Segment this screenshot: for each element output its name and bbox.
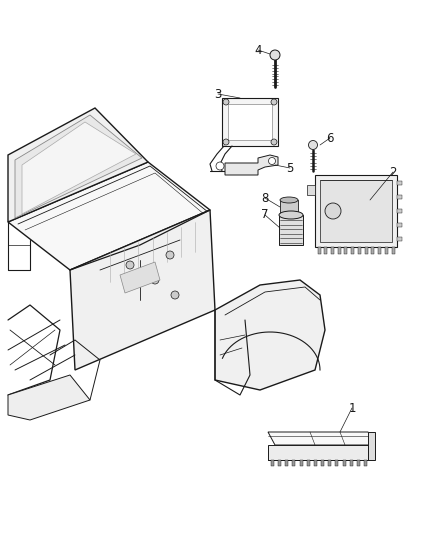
- Circle shape: [271, 139, 277, 145]
- Ellipse shape: [280, 197, 298, 203]
- Bar: [385, 247, 388, 254]
- Polygon shape: [228, 104, 272, 140]
- Bar: [397, 237, 402, 241]
- Bar: [324, 247, 327, 254]
- Bar: [338, 247, 341, 254]
- Bar: [351, 247, 354, 254]
- Bar: [285, 460, 288, 466]
- Circle shape: [223, 139, 229, 145]
- Polygon shape: [222, 98, 278, 146]
- Polygon shape: [279, 215, 303, 245]
- Bar: [397, 223, 402, 227]
- Bar: [314, 460, 317, 466]
- Polygon shape: [120, 262, 160, 293]
- Bar: [318, 247, 321, 254]
- Polygon shape: [268, 432, 375, 445]
- Polygon shape: [8, 375, 90, 420]
- Bar: [378, 247, 381, 254]
- Bar: [328, 460, 331, 466]
- Polygon shape: [368, 432, 375, 460]
- Polygon shape: [8, 162, 210, 270]
- Circle shape: [271, 99, 277, 105]
- Circle shape: [216, 162, 224, 170]
- Circle shape: [325, 203, 341, 219]
- Polygon shape: [100, 220, 205, 290]
- Bar: [343, 460, 346, 466]
- Text: 2: 2: [389, 166, 397, 179]
- Bar: [397, 209, 402, 213]
- Ellipse shape: [279, 211, 303, 219]
- Polygon shape: [315, 175, 397, 247]
- Text: 6: 6: [326, 132, 334, 144]
- Bar: [344, 247, 347, 254]
- Text: 7: 7: [261, 208, 269, 222]
- Bar: [293, 460, 296, 466]
- Bar: [336, 460, 339, 466]
- Text: 8: 8: [261, 191, 268, 205]
- Polygon shape: [8, 108, 148, 222]
- Circle shape: [171, 291, 179, 299]
- Polygon shape: [320, 180, 392, 242]
- Polygon shape: [215, 280, 325, 390]
- Bar: [278, 460, 281, 466]
- Circle shape: [166, 251, 174, 259]
- Circle shape: [308, 141, 318, 149]
- Bar: [357, 460, 360, 466]
- Text: 5: 5: [286, 161, 294, 174]
- Bar: [392, 247, 395, 254]
- Bar: [350, 460, 353, 466]
- Text: 1: 1: [348, 401, 356, 415]
- Bar: [397, 195, 402, 199]
- Circle shape: [268, 157, 276, 165]
- Bar: [364, 247, 367, 254]
- Polygon shape: [225, 155, 278, 175]
- Polygon shape: [22, 122, 136, 214]
- Circle shape: [151, 276, 159, 284]
- Circle shape: [270, 50, 280, 60]
- Bar: [331, 247, 334, 254]
- Bar: [358, 247, 361, 254]
- Polygon shape: [15, 115, 142, 218]
- Polygon shape: [307, 185, 315, 195]
- Bar: [397, 181, 402, 185]
- Bar: [321, 460, 324, 466]
- Polygon shape: [268, 445, 368, 460]
- Text: 4: 4: [254, 44, 262, 56]
- Bar: [307, 460, 310, 466]
- Bar: [364, 460, 367, 466]
- Text: 3: 3: [214, 87, 222, 101]
- Polygon shape: [70, 210, 215, 370]
- Bar: [371, 247, 374, 254]
- Circle shape: [126, 261, 134, 269]
- Polygon shape: [280, 200, 298, 215]
- Bar: [271, 460, 274, 466]
- Circle shape: [223, 99, 229, 105]
- Bar: [300, 460, 303, 466]
